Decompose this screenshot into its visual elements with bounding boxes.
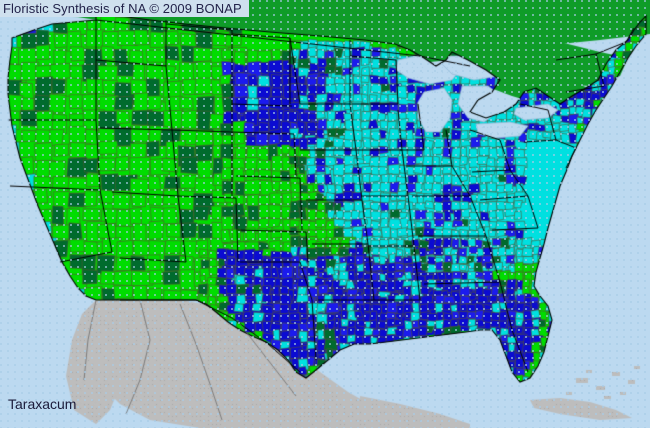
- map-title-plate: Floristic Synthesis of NA © 2009 BONAP: [0, 0, 249, 17]
- taxon-name-label: Taraxacum: [8, 396, 77, 412]
- map-title: Floristic Synthesis of NA © 2009 BONAP: [3, 1, 242, 16]
